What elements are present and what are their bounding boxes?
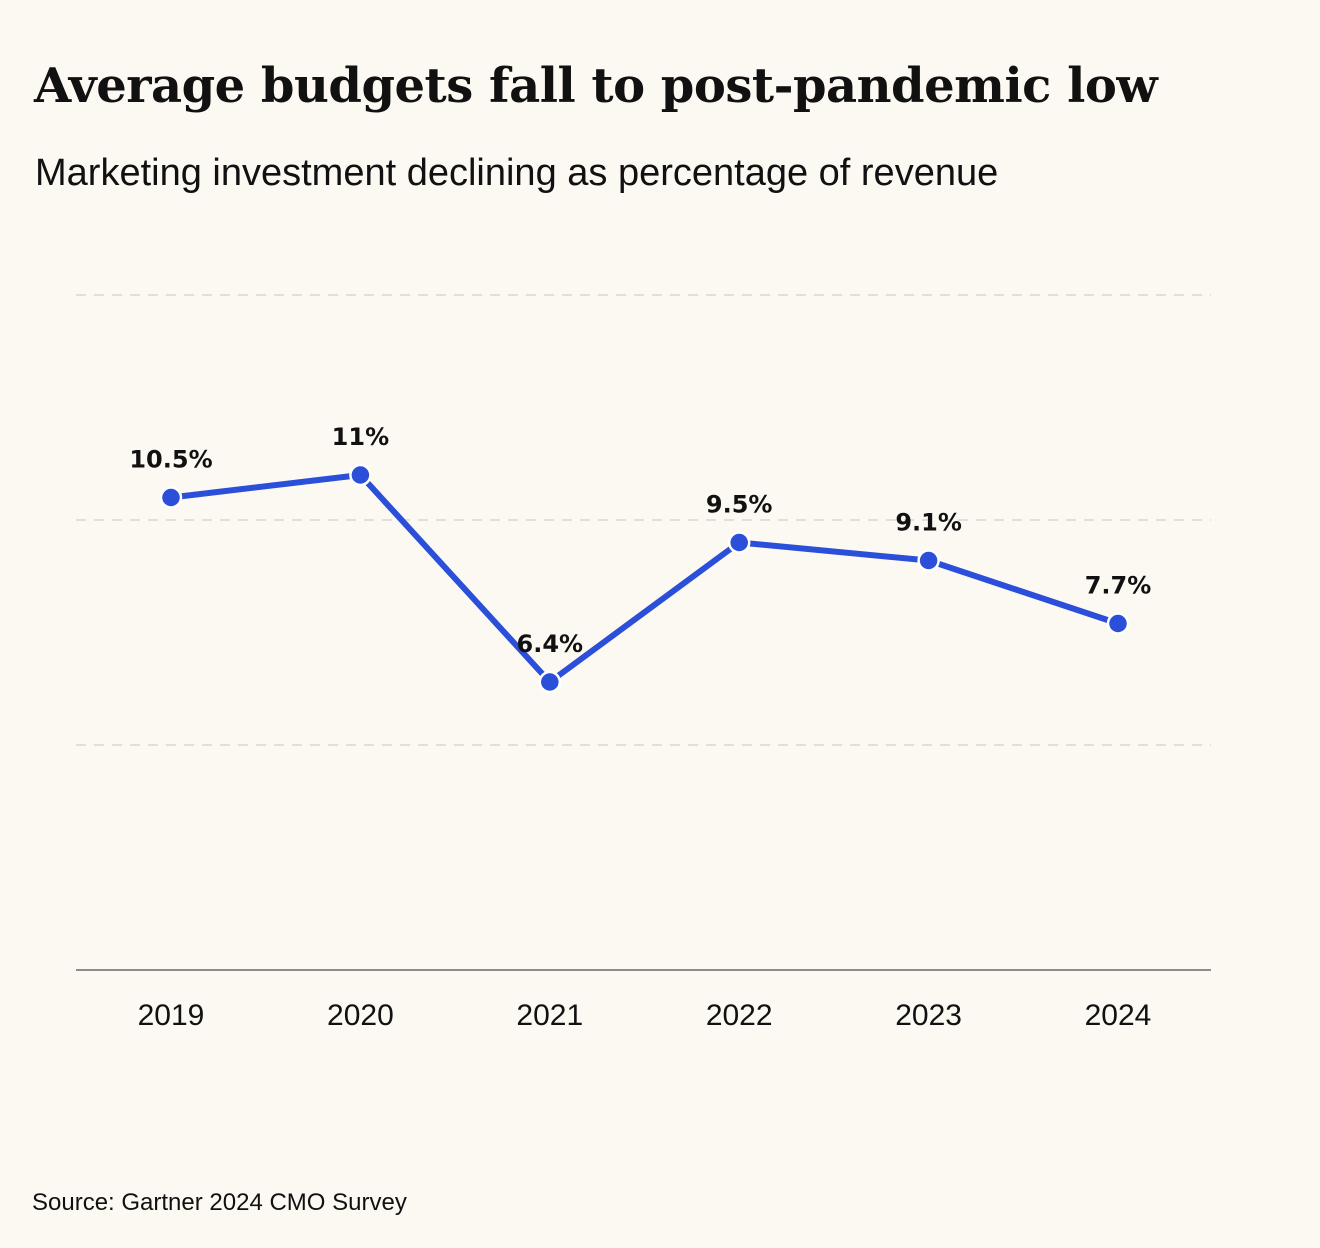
x-tick-label-2023: 2023 [895, 999, 962, 1032]
data-point-2024 [1106, 612, 1130, 635]
x-tick-label-2022: 2022 [706, 999, 773, 1032]
chart-title: Average budgets fall to post-pandemic lo… [34, 58, 1158, 114]
data-label-2024: 7.7% [1085, 572, 1152, 600]
data-point-2021 [538, 670, 562, 694]
data-label-2020: 11% [332, 423, 389, 451]
x-tick-label-2019: 2019 [138, 999, 205, 1032]
x-tick-label-2020: 2020 [327, 999, 394, 1032]
data-label-2019: 10.5% [129, 446, 212, 474]
data-point-2019 [159, 486, 183, 509]
x-tick-label-2021: 2021 [516, 999, 583, 1032]
data-point-2020 [349, 463, 372, 487]
data-labels: 10.5% 11% 6.4% 9.5% 9.1% 7.7% [129, 423, 1151, 658]
data-point-2023 [917, 549, 940, 572]
data-points [159, 463, 1130, 694]
data-label-2021: 6.4% [517, 630, 584, 658]
x-tick-label-2024: 2024 [1085, 999, 1152, 1032]
x-tick-labels: 2019 2020 2021 2022 2023 2024 [138, 999, 1152, 1032]
data-label-2022: 9.5% [706, 491, 773, 519]
series-line-group [168, 472, 1121, 685]
series-line [168, 472, 1121, 685]
data-point-2022 [727, 531, 751, 554]
source-note: Source: Gartner 2024 CMO Survey [32, 1189, 407, 1216]
data-label-2023: 9.1% [895, 509, 962, 537]
chart-subtitle: Marketing investment declining as percen… [35, 152, 999, 194]
gridlines [76, 294, 1211, 746]
